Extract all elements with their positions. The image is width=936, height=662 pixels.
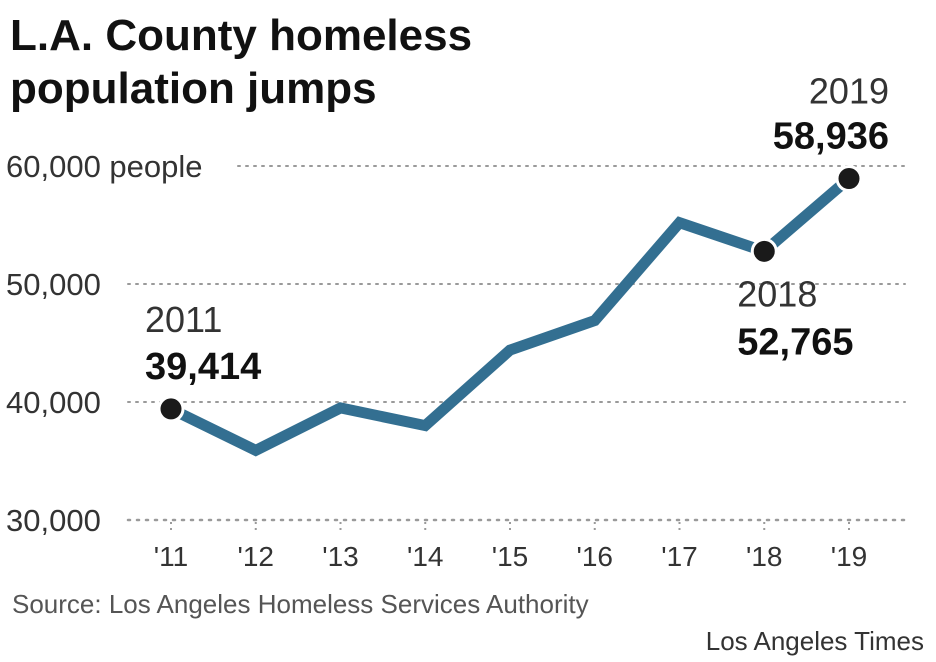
marker-2011 <box>157 395 185 423</box>
y-axis-tick-labels: 30,000 40,000 50,000 60,000 people <box>6 149 203 538</box>
publisher-credit: Los Angeles Times <box>706 626 924 656</box>
annotation-year-2011: 2011 <box>145 299 222 340</box>
x-tick-label: '17 <box>661 541 698 572</box>
x-tick-label: '11 <box>154 541 188 572</box>
y-tick-label: 50,000 <box>6 267 101 302</box>
chart-title-line-1: L.A. County homeless <box>10 11 472 60</box>
chart-title-line-2: population jumps <box>10 64 377 113</box>
x-tick-label: '16 <box>577 541 614 572</box>
y-tick-label: 40,000 <box>6 385 101 420</box>
x-axis-baseline <box>126 518 907 532</box>
x-tick-label: '15 <box>492 541 529 572</box>
x-tick-label: '19 <box>831 541 868 572</box>
chart-title: L.A. County homeless population jumps <box>10 11 472 113</box>
source-note: Source: Los Angeles Homeless Services Au… <box>12 589 589 619</box>
annotation-value-2011: 39,414 <box>145 346 261 388</box>
marker-2018 <box>750 237 778 265</box>
x-tick-label: '18 <box>746 541 783 572</box>
y-tick-label: 60,000 people <box>6 149 203 184</box>
highlight-markers <box>157 165 863 423</box>
marker-2019 <box>835 165 863 193</box>
y-tick-label: 30,000 <box>6 503 101 538</box>
x-tick-label: '14 <box>407 541 444 572</box>
annotation-year-2018: 2018 <box>737 273 817 314</box>
x-tick-label: '12 <box>238 541 275 572</box>
series-line <box>168 174 853 457</box>
annotation-year-2019: 2019 <box>809 71 889 112</box>
series-layer <box>168 174 853 457</box>
x-tick-label: '13 <box>322 541 359 572</box>
annotation-value-2018: 52,765 <box>737 321 853 363</box>
x-axis-tick-labels: '11 '12 '13 '14 '15 '16 '17 '18 '19 <box>154 541 867 572</box>
annotation-value-2019: 58,936 <box>773 116 889 158</box>
gridlines <box>127 165 906 403</box>
